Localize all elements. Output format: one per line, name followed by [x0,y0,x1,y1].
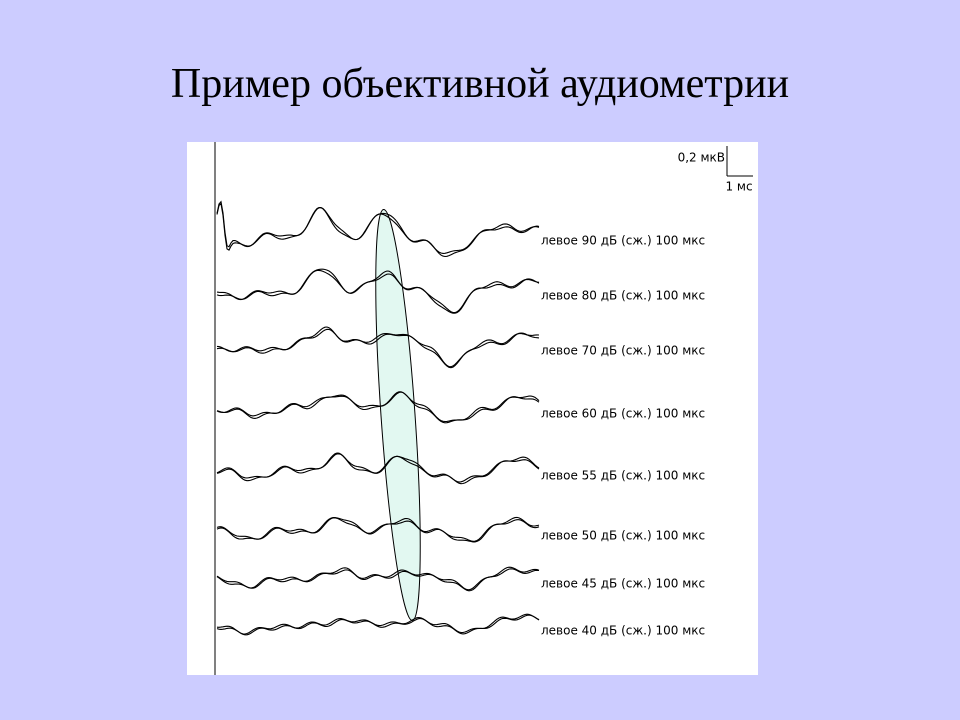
waveform [216,517,540,543]
waveform [216,202,540,258]
trace-label: левое 90 дБ (сж.) 100 мкс [541,234,705,248]
trace-label: левое 40 дБ (сж.) 100 мкс [541,624,705,638]
waveform [216,568,540,592]
scale-amplitude: 0,2 мкВ [678,151,725,165]
waveform [216,328,540,369]
trace-label: левое 60 дБ (сж.) 100 мкс [541,407,705,421]
traces: левое 90 дБ (сж.) 100 мкс левое 80 дБ (сж… [216,200,705,638]
slide-title: Пример объективной аудиометрии [171,61,789,107]
trace-label: левое 55 дБ (сж.) 100 мкс [541,469,705,483]
trace-label: левое 70 дБ (сж.) 100 мкс [541,344,705,358]
waveform [216,613,540,635]
waveform [216,326,540,368]
trace-label: левое 80 дБ (сж.) 100 мкс [541,289,705,303]
waveform [216,614,540,636]
waveform [216,453,540,485]
figure-panel [187,142,758,675]
waveform [216,516,540,542]
waveform [216,391,540,424]
scale-time: 1 мс [725,180,752,194]
waveform [216,268,540,314]
trace-label: левое 50 дБ (сж.) 100 мкс [541,529,705,543]
trace-label: левое 45 дБ (сж.) 100 мкс [541,577,705,591]
waveform [216,269,540,314]
